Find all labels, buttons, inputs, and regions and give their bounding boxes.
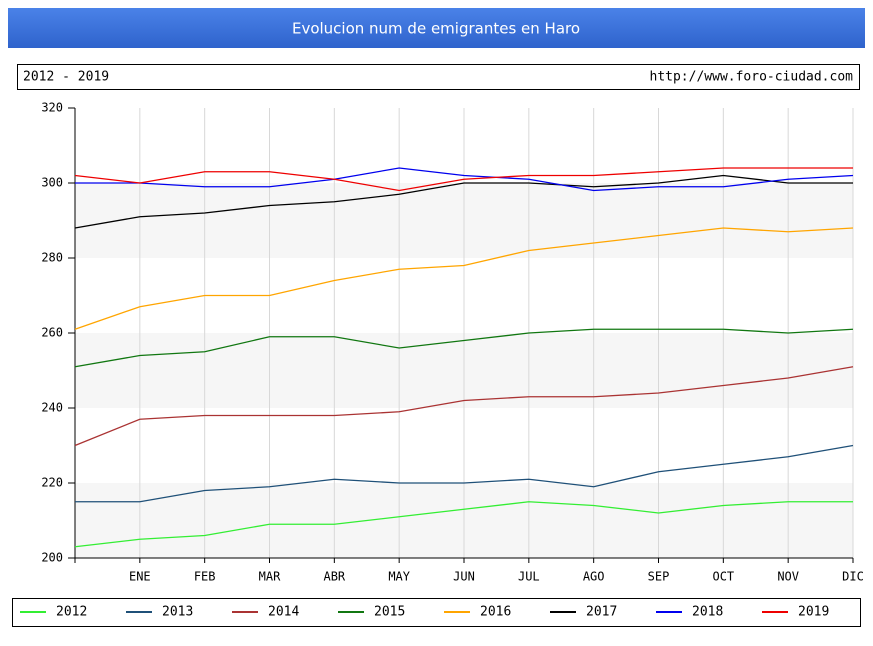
x-tick-label: ENE [129,570,151,584]
x-tick-label: OCT [712,570,734,584]
legend-label: 2018 [692,605,723,620]
x-tick-label: ABR [323,570,345,584]
y-tick-label: 280 [41,251,63,265]
legend-label: 2015 [374,605,405,620]
source: http://www.foro-ciudad.com [650,70,854,85]
series-line [74,366,854,447]
y-tick-label: 240 [41,401,63,415]
legend-label: 2013 [162,605,193,620]
series-line [74,328,854,368]
y-tick-label: 300 [41,176,63,190]
y-tick-label: 260 [41,326,63,340]
y-tick-label: 320 [41,101,63,115]
y-tick-label: 220 [41,476,63,490]
legend-label: 2016 [480,605,511,620]
x-tick-label: DIC [842,570,864,584]
series-line [74,167,853,192]
title-bar [8,8,865,48]
x-tick-label: MAY [388,570,410,584]
legend-label: 2019 [798,605,829,620]
legend-label: 2017 [586,605,617,620]
legend-label: 2012 [56,605,87,620]
x-tick-label: FEB [194,570,216,584]
period: 2012 - 2019 [23,70,109,85]
series-line [75,444,854,503]
legend-label: 2014 [268,605,299,620]
y-tick-label: 200 [41,551,63,565]
x-tick-label: MAR [259,570,281,584]
series-line [75,167,854,192]
x-tick-label: SEP [648,570,670,584]
x-tick-label: NOV [777,570,799,584]
series-line [74,227,854,330]
x-tick-label: JUL [518,570,540,584]
series-line [74,174,853,229]
info-box [17,64,860,90]
legend-box [12,598,861,627]
x-tick-label: JUN [453,570,475,584]
x-tick-label: AGO [583,570,605,584]
chart-title: Evolucion num de emigrantes en Haro [292,20,580,38]
series-line [74,501,853,548]
